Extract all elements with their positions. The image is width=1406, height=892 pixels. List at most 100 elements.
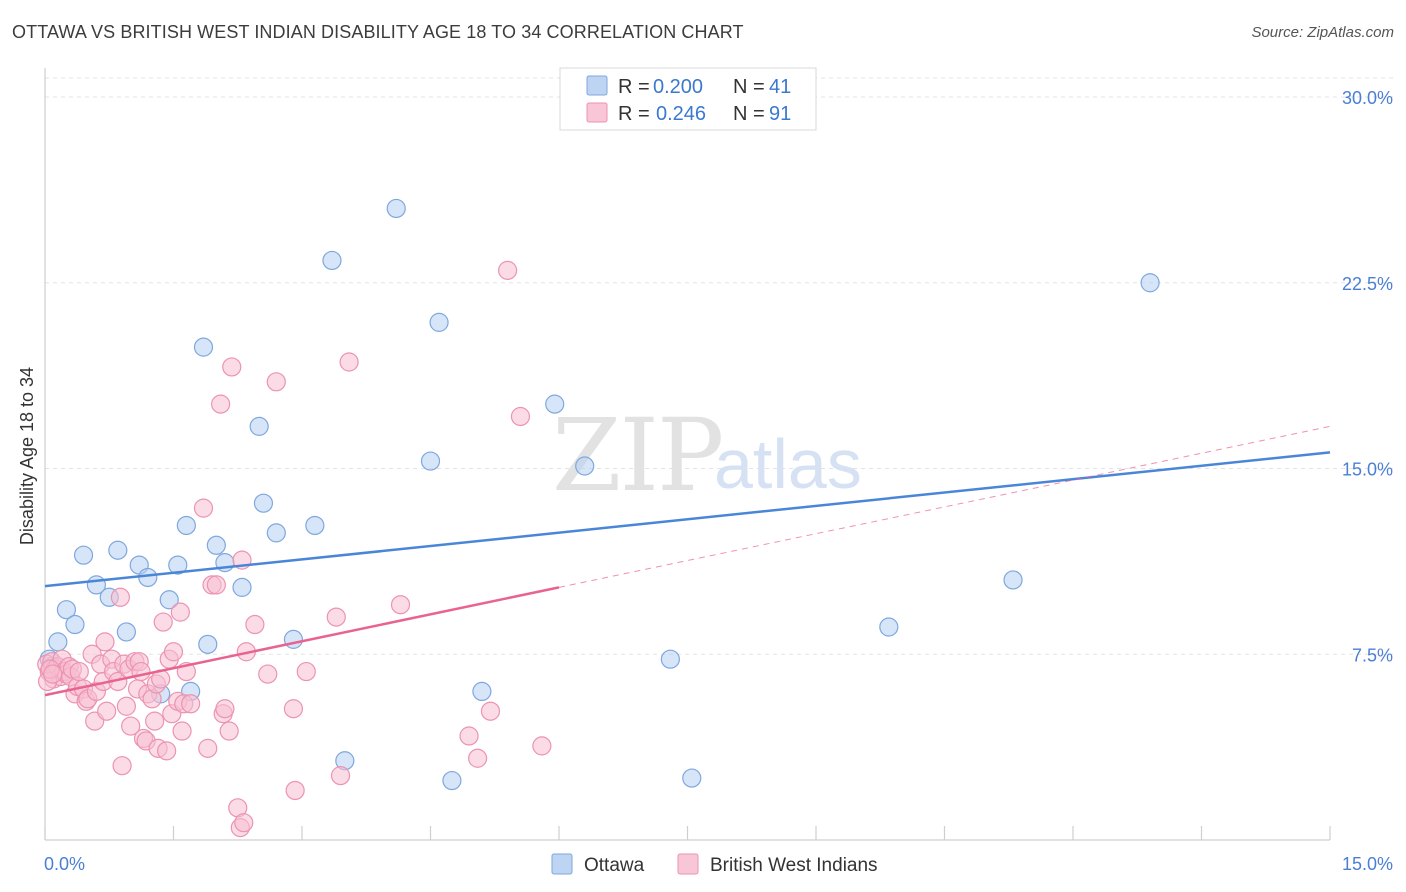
point-ottawa xyxy=(56,600,77,620)
point-british-west-indians xyxy=(211,394,231,414)
point-british-west-indians xyxy=(116,696,136,716)
x-tick-label-max: 15.0% xyxy=(1342,854,1393,874)
point-ottawa xyxy=(660,649,680,669)
point-ottawa xyxy=(206,535,226,555)
series-british-west-indians xyxy=(37,260,552,838)
point-british-west-indians xyxy=(170,602,190,622)
point-british-west-indians xyxy=(110,587,130,607)
point-british-west-indians xyxy=(326,607,346,627)
point-british-west-indians xyxy=(459,726,479,746)
trend-lines xyxy=(44,425,1331,697)
point-ottawa xyxy=(1140,273,1160,293)
point-british-west-indians xyxy=(390,595,411,615)
point-british-west-indians xyxy=(145,711,165,731)
point-ottawa xyxy=(253,493,274,513)
point-ottawa xyxy=(176,515,196,536)
point-ottawa xyxy=(48,632,68,652)
legend-r-value-ottawa: 0.200 xyxy=(653,76,703,98)
legend-n-value-bwi: 91 xyxy=(769,103,791,125)
legend-n-value-ottawa: 41 xyxy=(769,76,791,98)
point-british-west-indians xyxy=(498,260,518,280)
point-british-west-indians xyxy=(157,741,177,761)
point-british-west-indians xyxy=(206,575,226,595)
point-ottawa xyxy=(879,617,899,637)
point-british-west-indians xyxy=(510,406,531,427)
point-british-west-indians xyxy=(234,813,254,833)
trend-line-ottawa xyxy=(44,451,1331,588)
bottom-legend-label-bwi: British West Indians xyxy=(710,855,878,876)
y-tick-label: 7.5% xyxy=(1352,645,1393,665)
point-british-west-indians xyxy=(193,498,214,518)
point-british-west-indians xyxy=(131,661,151,682)
point-british-west-indians xyxy=(215,699,235,719)
top-legend: R = 0.200 N = 41 R = 0.246 N = 91 xyxy=(559,67,817,131)
bottom-legend-swatch-bwi xyxy=(677,853,699,875)
point-british-west-indians xyxy=(97,701,117,721)
chart-title: OTTAWA VS BRITISH WEST INDIAN DISABILITY… xyxy=(12,22,744,42)
point-ottawa xyxy=(249,416,269,436)
point-ottawa xyxy=(193,337,214,357)
point-ottawa xyxy=(266,523,286,543)
legend-r-label-ottawa: R = xyxy=(618,76,650,98)
point-ottawa xyxy=(1003,570,1023,590)
bottom-legend-label-ottawa: Ottawa xyxy=(584,855,645,876)
bottom-legend: Ottawa British West Indians xyxy=(551,853,878,876)
point-british-west-indians xyxy=(222,357,242,377)
y-tick-label: 15.0% xyxy=(1342,460,1393,480)
point-ottawa xyxy=(198,634,218,654)
point-ottawa xyxy=(322,250,342,271)
point-ottawa xyxy=(159,590,179,610)
point-ottawa xyxy=(545,394,565,414)
point-ottawa xyxy=(442,770,462,791)
point-british-west-indians xyxy=(112,756,132,776)
y-tick-label: 22.5% xyxy=(1342,274,1393,294)
point-british-west-indians xyxy=(121,716,141,736)
point-ottawa xyxy=(138,567,158,588)
point-ottawa xyxy=(472,681,492,702)
point-british-west-indians xyxy=(153,612,173,632)
y-axis-label: Disability Age 18 to 34 xyxy=(17,367,37,545)
point-ottawa xyxy=(682,768,702,788)
point-british-west-indians xyxy=(296,661,316,682)
bottom-legend-swatch-ottawa xyxy=(551,853,573,875)
point-ottawa xyxy=(420,451,441,471)
watermark-atlas: atlas xyxy=(714,425,862,503)
point-ottawa xyxy=(168,555,188,575)
point-british-west-indians xyxy=(258,664,278,684)
legend-swatch-ottawa xyxy=(586,75,608,96)
point-british-west-indians xyxy=(532,736,552,756)
point-ottawa xyxy=(575,456,595,476)
point-british-west-indians xyxy=(283,699,304,719)
legend-swatch-bwi xyxy=(586,102,608,123)
source-label: Source: ZipAtlas.com xyxy=(1251,24,1394,41)
point-british-west-indians xyxy=(245,614,265,635)
point-british-west-indians xyxy=(219,721,239,741)
legend-r-value-bwi: 0.246 xyxy=(656,103,706,125)
point-ottawa xyxy=(429,312,449,332)
watermark-zip: ZIP xyxy=(552,397,722,514)
point-british-west-indians xyxy=(285,780,305,801)
point-ottawa xyxy=(386,198,406,219)
x-tick-label-min: 0.0% xyxy=(44,854,85,874)
point-british-west-indians xyxy=(330,766,351,786)
x-tick-marks xyxy=(44,826,1331,840)
point-british-west-indians xyxy=(198,738,218,758)
point-british-west-indians xyxy=(339,352,359,372)
point-british-west-indians xyxy=(468,748,488,768)
y-tick-label: 30.0% xyxy=(1342,88,1393,108)
legend-n-label-ottawa: N = xyxy=(733,76,765,98)
point-british-west-indians xyxy=(266,372,286,392)
point-ottawa xyxy=(305,515,325,536)
point-ottawa xyxy=(108,540,128,560)
point-british-west-indians xyxy=(43,664,63,684)
point-british-west-indians xyxy=(172,721,192,741)
legend-r-label-bwi: R = xyxy=(618,103,650,125)
point-british-west-indians xyxy=(95,632,115,652)
point-british-west-indians xyxy=(69,661,89,682)
point-ottawa xyxy=(116,622,136,642)
point-british-west-indians xyxy=(480,701,501,721)
point-ottawa xyxy=(65,614,85,635)
y-tick-labels: 7.5% 15.0% 22.5% 30.0% xyxy=(1342,88,1393,665)
point-ottawa xyxy=(232,577,252,597)
